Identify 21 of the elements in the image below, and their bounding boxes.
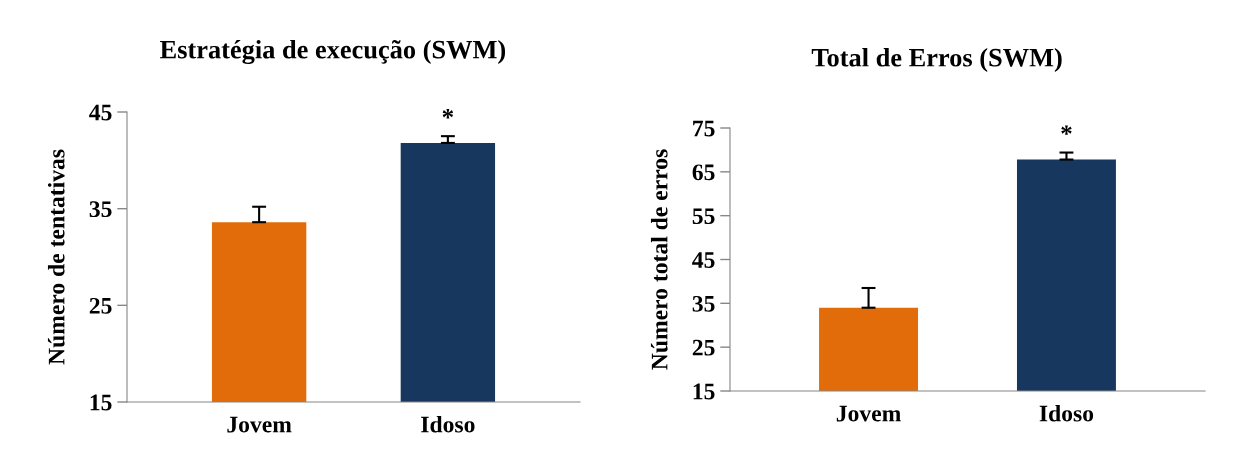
annotation: * bbox=[442, 109, 454, 119]
y-tick-label: 25 bbox=[89, 297, 112, 314]
y-tick-label: 65 bbox=[692, 164, 715, 181]
chart-title: Estratégia de execução (SWM) bbox=[160, 39, 506, 65]
annotation: * bbox=[1061, 125, 1072, 135]
y-axis-title: Número de tentativas bbox=[47, 149, 65, 365]
y-tick-label: 35 bbox=[692, 295, 715, 312]
y-tick-label: 15 bbox=[90, 394, 112, 411]
y-tick-label: 55 bbox=[692, 208, 715, 225]
y-tick-label: 35 bbox=[89, 201, 112, 218]
x-tick-label: Idoso bbox=[1039, 404, 1094, 422]
x-tick-label: Idoso bbox=[421, 415, 475, 433]
y-tick-label: 25 bbox=[692, 339, 715, 356]
y-tick-label: 75 bbox=[693, 120, 715, 137]
x-tick-label: Jovem bbox=[836, 405, 901, 422]
y-tick-label: 15 bbox=[693, 383, 715, 400]
y-tick-label: 45 bbox=[89, 104, 112, 121]
x-tick-label: Jovem bbox=[227, 416, 292, 433]
y-axis-title: Número total de erros bbox=[650, 149, 668, 370]
y-tick-label: 45 bbox=[692, 252, 715, 268]
chart-title: Total de Erros (SWM) bbox=[811, 48, 1062, 72]
